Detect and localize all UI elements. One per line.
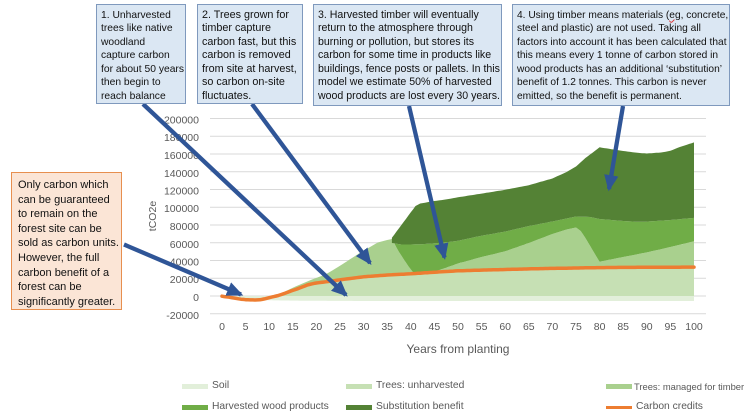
svg-text:Years from planting: Years from planting (407, 342, 510, 356)
svg-text:20: 20 (311, 321, 323, 333)
svg-text:85: 85 (617, 321, 629, 333)
svg-text:80: 80 (594, 321, 606, 333)
svg-text:50: 50 (452, 321, 464, 333)
svg-text:75: 75 (570, 321, 582, 333)
svg-text:55: 55 (476, 321, 488, 333)
svg-text:60: 60 (499, 321, 511, 333)
svg-text:0: 0 (193, 292, 199, 304)
svg-text:95: 95 (665, 321, 677, 333)
svg-text:20000: 20000 (170, 274, 199, 286)
svg-text:70: 70 (547, 321, 559, 333)
svg-text:80000: 80000 (170, 221, 199, 233)
svg-text:0: 0 (219, 321, 225, 333)
svg-text:140000: 140000 (164, 168, 199, 180)
svg-text:-20000: -20000 (166, 310, 199, 322)
svg-text:160000: 160000 (164, 150, 199, 162)
svg-text:25: 25 (334, 321, 346, 333)
svg-text:60000: 60000 (170, 239, 199, 251)
svg-text:65: 65 (523, 321, 535, 333)
svg-text:120000: 120000 (164, 186, 199, 198)
svg-text:35: 35 (381, 321, 393, 333)
svg-text:tCO2e: tCO2e (147, 201, 159, 232)
svg-text:40: 40 (405, 321, 417, 333)
svg-text:45: 45 (429, 321, 441, 333)
svg-text:15: 15 (287, 321, 299, 333)
svg-text:30: 30 (358, 321, 370, 333)
svg-text:100: 100 (685, 321, 703, 333)
svg-text:90: 90 (641, 321, 653, 333)
svg-text:100000: 100000 (164, 203, 199, 215)
svg-text:200000: 200000 (164, 115, 199, 127)
svg-text:5: 5 (243, 321, 249, 333)
svg-text:10: 10 (263, 321, 275, 333)
